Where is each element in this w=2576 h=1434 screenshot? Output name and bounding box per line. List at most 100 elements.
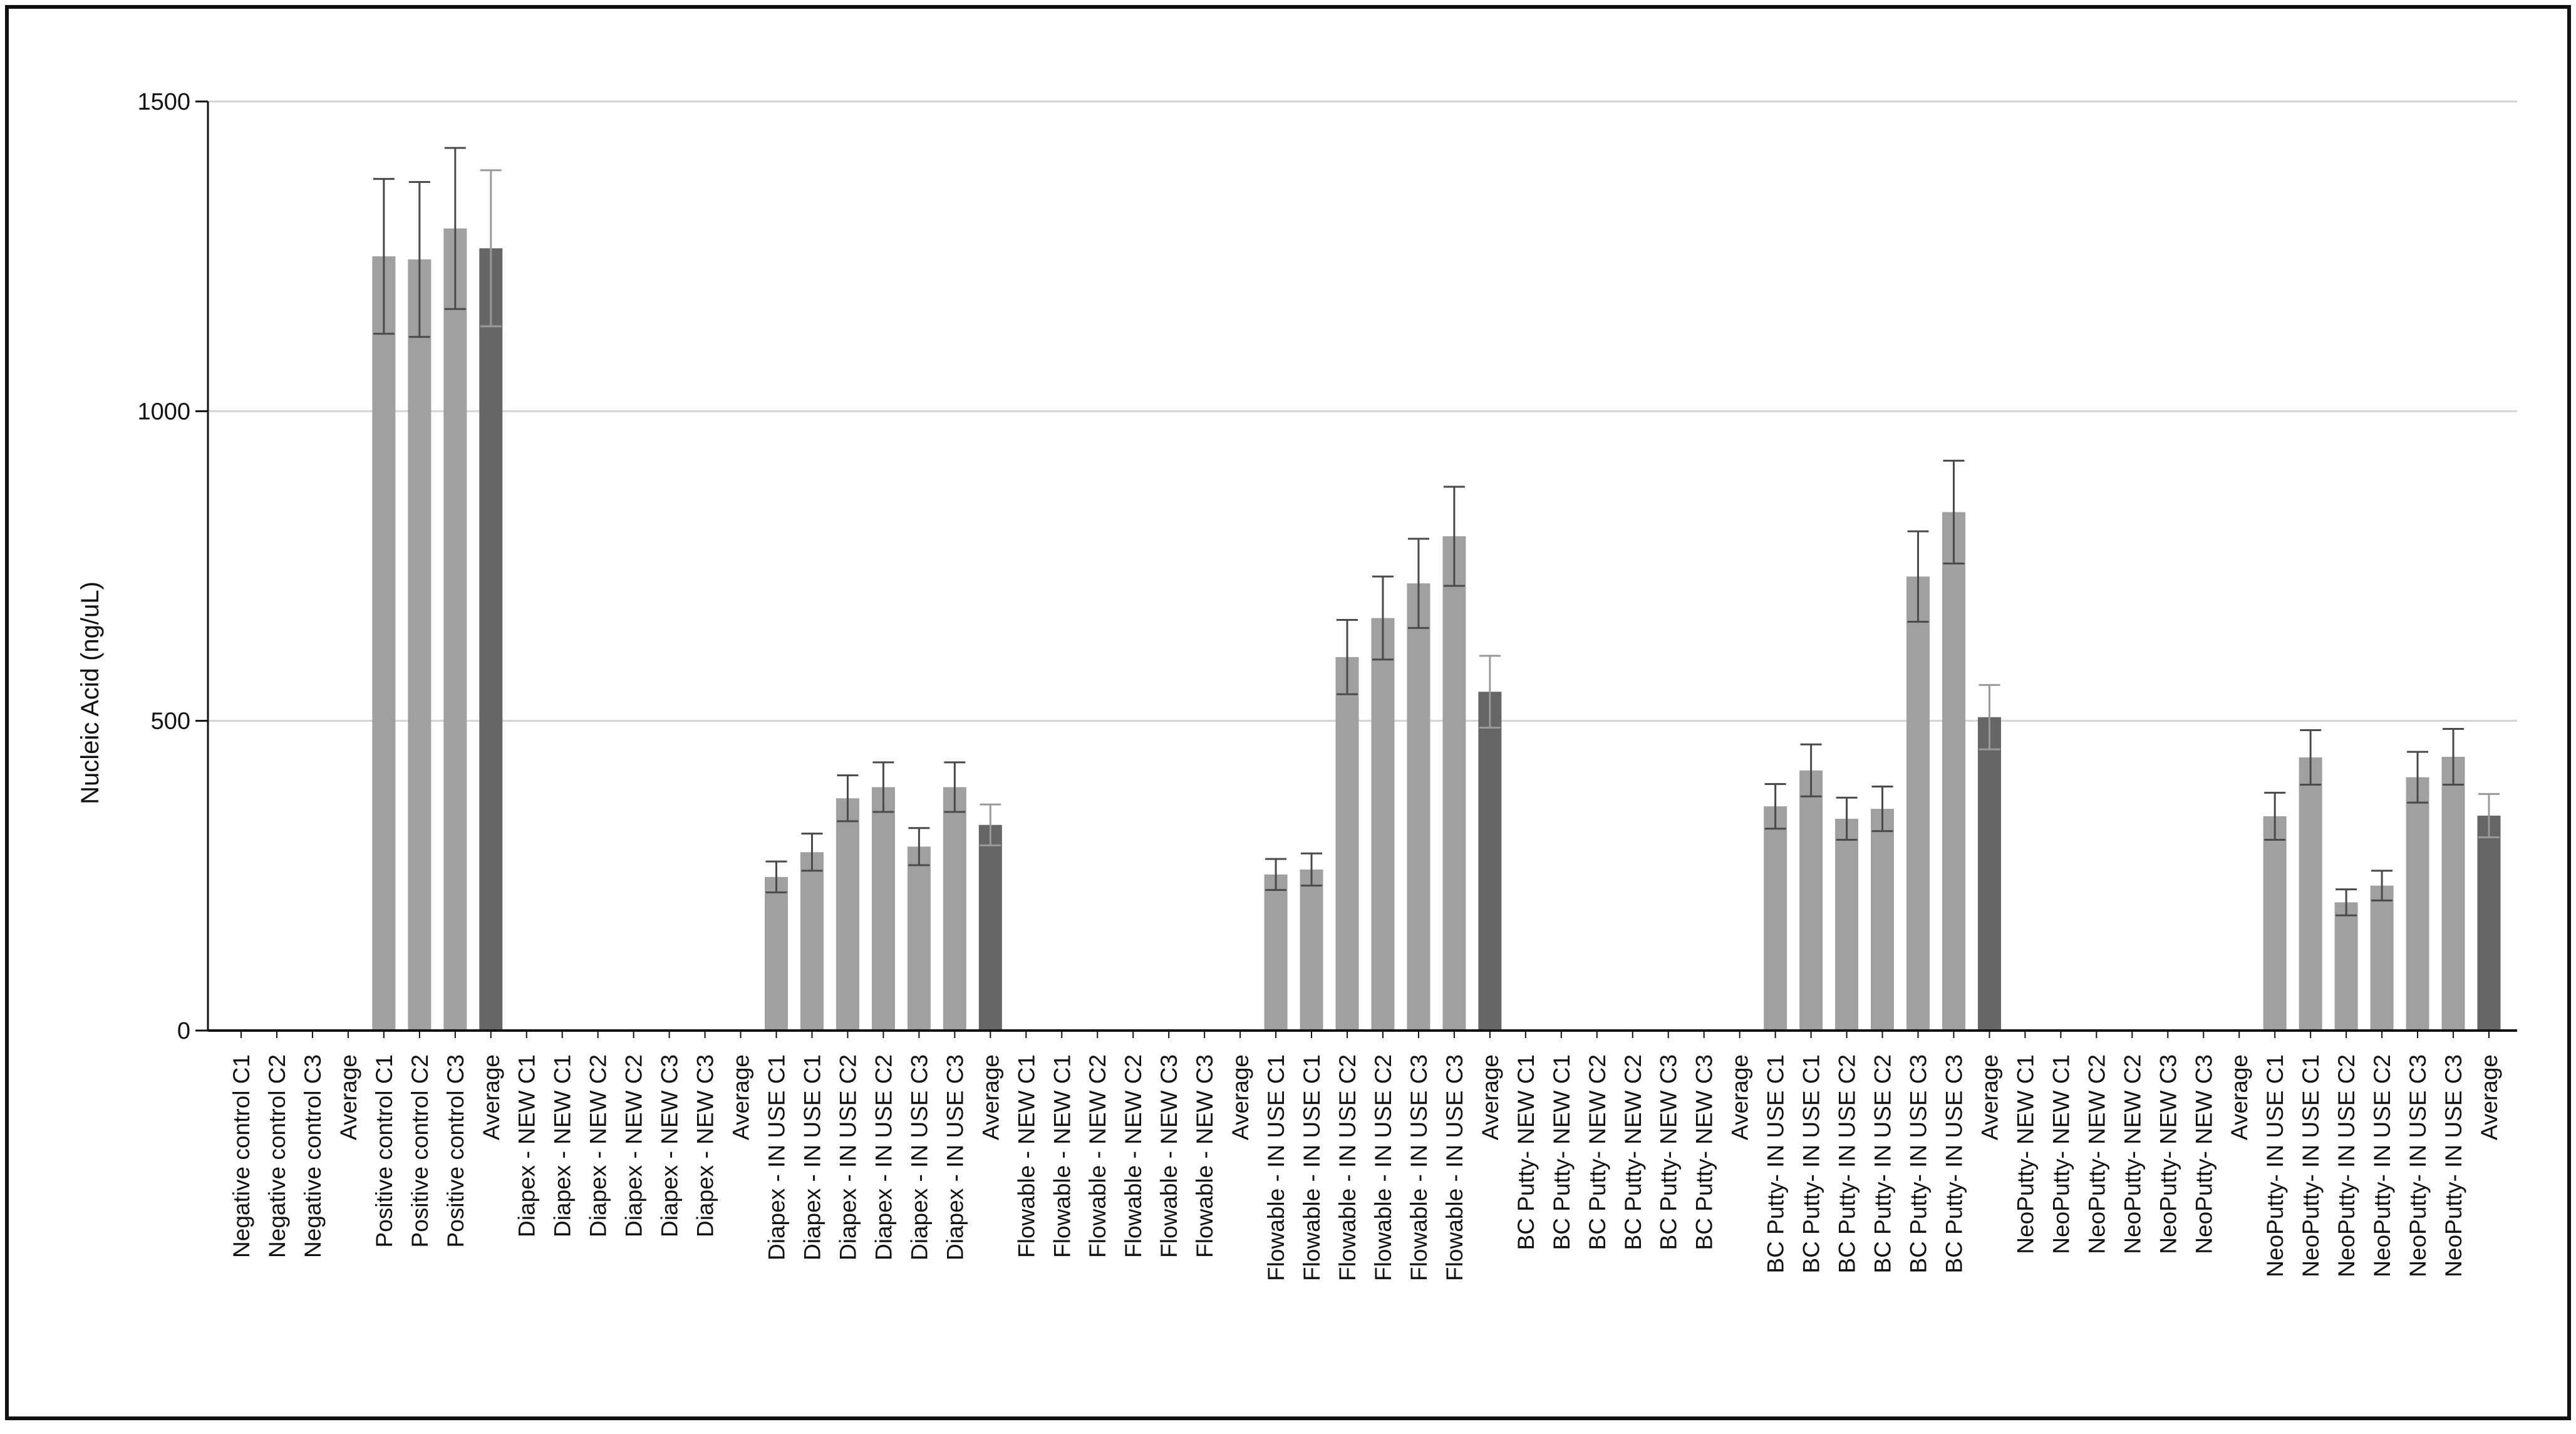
x-tick-label: Negative control C1 xyxy=(229,1054,254,1258)
x-tick-label: NeoPutty- IN USE C1 xyxy=(2262,1054,2288,1277)
error-bar xyxy=(1407,538,1429,629)
x-tick-label: BC Putty- IN USE C1 xyxy=(1763,1054,1789,1274)
error-bar xyxy=(944,761,966,813)
bar xyxy=(1300,869,1323,1031)
error-bar xyxy=(1871,785,1893,833)
bars xyxy=(372,228,2501,1031)
average-bar xyxy=(2477,815,2501,1031)
x-tick-label: NeoPutty- IN USE C3 xyxy=(2405,1054,2431,1277)
error-bar xyxy=(1979,683,2000,751)
bar xyxy=(2263,816,2287,1031)
error-bar xyxy=(1764,783,1786,830)
x-tick-label: BC Putty- IN USE C3 xyxy=(1906,1054,1932,1274)
x-tick-label: Average xyxy=(2227,1054,2252,1140)
bar xyxy=(443,228,467,1031)
x-tick-label: NeoPutty- IN USE C1 xyxy=(2298,1054,2324,1277)
bar xyxy=(943,787,966,1031)
x-tick-label: Diapex - NEW C3 xyxy=(657,1054,683,1237)
bar xyxy=(1335,657,1359,1031)
average-bar xyxy=(479,248,503,1031)
x-tick-label: Diapex - IN USE C3 xyxy=(906,1054,932,1260)
average-bar xyxy=(1977,717,2001,1031)
error-bar xyxy=(1372,575,1394,661)
x-tick-label: Flowable - IN USE C3 xyxy=(1406,1054,1432,1281)
bar xyxy=(2406,777,2429,1031)
x-tick-label: Flowable - NEW C2 xyxy=(1120,1054,1146,1258)
error-bar xyxy=(1337,619,1358,695)
x-tick-label: Diapex - NEW C2 xyxy=(621,1054,647,1237)
bar xyxy=(1835,818,1859,1031)
x-tick-label: NeoPutty- NEW C1 xyxy=(2012,1054,2038,1254)
error-bar xyxy=(872,761,894,813)
bar xyxy=(2370,885,2394,1031)
y-tick-label: 0 xyxy=(177,1018,190,1044)
bar xyxy=(372,256,396,1031)
x-tick-label: BC Putty- IN USE C3 xyxy=(1941,1054,1967,1274)
y-tick-label: 500 xyxy=(151,709,190,735)
error-bar xyxy=(908,827,930,866)
x-tick-label: BC Putty- NEW C1 xyxy=(1513,1054,1539,1250)
x-tick-label: Flowable - NEW C3 xyxy=(1156,1054,1182,1258)
error-bar xyxy=(408,181,430,338)
gridlines xyxy=(208,100,2517,722)
error-bar xyxy=(980,803,1001,846)
error-bar xyxy=(1800,743,1822,798)
error-bar xyxy=(373,178,395,335)
error-bar xyxy=(2335,888,2357,917)
x-tick-label: Average xyxy=(1477,1054,1503,1140)
x-tick-label: Flowable - IN USE C2 xyxy=(1335,1054,1360,1281)
error-bar xyxy=(2443,728,2465,786)
x-tick-label: Average xyxy=(728,1054,754,1140)
x-tick-label: BC Putty- IN USE C1 xyxy=(1799,1054,1824,1274)
x-tick-label: NeoPutty- NEW C2 xyxy=(2084,1054,2109,1254)
axes xyxy=(195,100,2517,1038)
x-tick-label: Average xyxy=(2476,1054,2502,1140)
x-tick-labels: Negative control C1 Negative control C2 Ne… xyxy=(229,1054,2502,1281)
x-tick-label: Diapex - NEW C3 xyxy=(693,1054,718,1237)
x-tick-label: Diapex - IN USE C1 xyxy=(764,1054,790,1260)
x-tick-label: BC Putty- NEW C2 xyxy=(1620,1054,1646,1250)
error-bar xyxy=(2300,729,2322,786)
x-tick-label: Negative control C3 xyxy=(300,1054,326,1258)
x-tick-label: NeoPutty- NEW C3 xyxy=(2191,1054,2216,1254)
x-tick-label: Flowable - NEW C2 xyxy=(1085,1054,1110,1258)
error-bar xyxy=(801,833,823,872)
x-tick-label: Flowable - IN USE C1 xyxy=(1299,1054,1325,1281)
bar xyxy=(1442,536,1466,1031)
y-tick-label: 1500 xyxy=(137,89,190,115)
bar xyxy=(1264,874,1288,1031)
x-tick-label: Diapex - NEW C1 xyxy=(550,1054,576,1237)
x-tick-label: Average xyxy=(336,1054,361,1140)
x-tick-label: Diapex - IN USE C2 xyxy=(835,1054,861,1260)
bar xyxy=(907,846,931,1031)
x-tick-label: Positive control C1 xyxy=(371,1054,397,1247)
error-bars xyxy=(373,147,2500,917)
x-tick-label: NeoPutty- NEW C2 xyxy=(2119,1054,2145,1254)
x-tick-label: Average xyxy=(978,1054,1003,1140)
bar xyxy=(871,787,895,1031)
bar xyxy=(2299,757,2322,1031)
x-tick-label: Flowable - NEW C1 xyxy=(1013,1054,1039,1258)
chart-frame: 0 500 1000 1500 Negative control C1 Negative… xyxy=(5,5,2571,1420)
x-tick-label: Diapex - IN USE C3 xyxy=(942,1054,968,1260)
error-bar xyxy=(444,147,466,310)
error-bar xyxy=(2478,792,2500,839)
x-tick-label: Negative control C2 xyxy=(264,1054,290,1258)
error-bar xyxy=(1443,486,1465,587)
bar xyxy=(1799,770,1823,1031)
bar xyxy=(1906,576,1930,1031)
error-bar xyxy=(480,169,502,328)
x-tick-label: NeoPutty- NEW C3 xyxy=(2155,1054,2181,1254)
x-tick-label: Diapex - IN USE C2 xyxy=(871,1054,896,1260)
x-tick-label: Average xyxy=(1228,1054,1253,1140)
x-tick-label: Flowable - NEW C1 xyxy=(1049,1054,1075,1258)
x-tick-label: Diapex - IN USE C1 xyxy=(799,1054,825,1260)
y-tick-label: 1000 xyxy=(137,398,190,425)
y-axis-title: Nucleic Acid (ng/uL) xyxy=(76,581,104,804)
bar xyxy=(800,852,824,1031)
average-bar xyxy=(1478,692,1502,1031)
error-bar xyxy=(1301,852,1323,887)
bar xyxy=(1371,618,1395,1031)
average-bar xyxy=(978,824,1002,1031)
